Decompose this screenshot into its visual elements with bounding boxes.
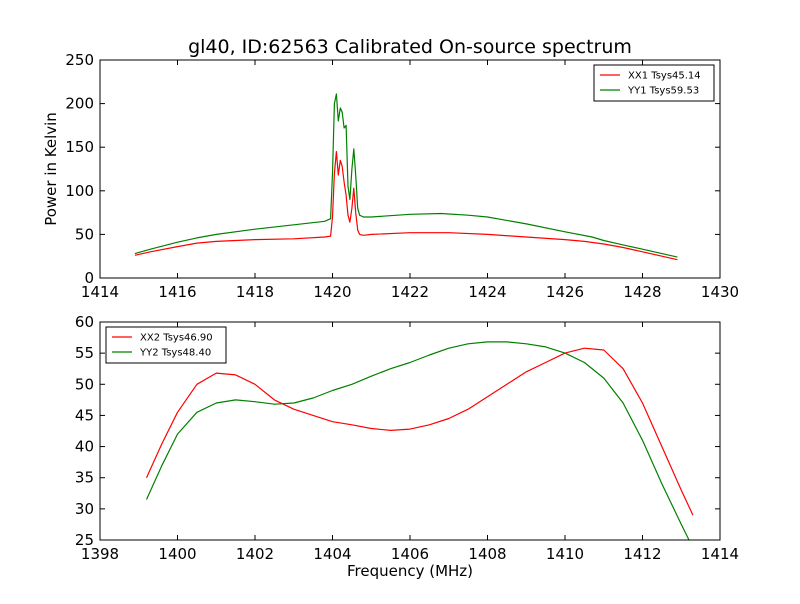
top-plot-panel: 1414 1416 1418 1420 1422 1424 1426 1428 1430 0 50 1… bbox=[42, 51, 739, 301]
top-legend-box bbox=[593, 64, 715, 102]
bottom-ytick-label: 30 bbox=[75, 500, 94, 518]
top-xtick-label: 1426 bbox=[546, 283, 584, 301]
top-ytick-label: 100 bbox=[65, 182, 94, 200]
top-ytick-label: 0 bbox=[84, 269, 94, 287]
bottom-ytick-label: 35 bbox=[75, 469, 94, 487]
bottom-xtick-label: 1400 bbox=[158, 545, 196, 563]
bottom-ytick-label: 60 bbox=[75, 313, 94, 331]
bottom-xtick-label: 1404 bbox=[313, 545, 351, 563]
bottom-plot-panel: 1398 1400 1402 1404 1406 1408 1410 1412 1414 25 30… bbox=[75, 313, 739, 580]
bottom-legend-box bbox=[105, 326, 227, 364]
top-ytick-label: 150 bbox=[65, 138, 94, 156]
bottom-xtick-label: 1406 bbox=[391, 545, 429, 563]
top-plot-ylabel: Power in Kelvin bbox=[42, 112, 60, 226]
top-legend-label-2: YY1 Tsys59.53 bbox=[627, 86, 699, 97]
bottom-xtick-label: 1402 bbox=[236, 545, 274, 563]
top-legend-label-1: XX1 Tsys45.14 bbox=[628, 71, 701, 82]
bottom-xtick-label: 1410 bbox=[546, 545, 584, 563]
bottom-xtick-label: 1408 bbox=[468, 545, 506, 563]
bottom-xtick-label: 1412 bbox=[623, 545, 661, 563]
top-xtick-label: 1424 bbox=[468, 283, 506, 301]
bottom-plot-xlabel: Frequency (MHz) bbox=[347, 562, 473, 580]
top-ytick-label: 250 bbox=[65, 51, 94, 69]
top-xtick-label: 1430 bbox=[701, 283, 739, 301]
bottom-xtick-label: 1414 bbox=[701, 545, 739, 563]
top-ytick-label: 50 bbox=[75, 225, 94, 243]
bottom-ytick-label: 25 bbox=[75, 531, 94, 549]
bottom-xtick-label: 1398 bbox=[81, 545, 119, 563]
bottom-ytick-label: 40 bbox=[75, 438, 94, 456]
bottom-ytick-label: 50 bbox=[75, 375, 94, 393]
top-xtick-label: 1414 bbox=[81, 283, 119, 301]
bottom-series-line-2 bbox=[145, 341, 690, 541]
top-series-line-2 bbox=[134, 93, 678, 258]
bottom-ytick-label: 55 bbox=[75, 344, 94, 362]
top-xtick-label: 1422 bbox=[391, 283, 429, 301]
bottom-series-line-1 bbox=[145, 347, 694, 516]
top-xtick-label: 1420 bbox=[313, 283, 351, 301]
top-xtick-label: 1416 bbox=[158, 283, 196, 301]
top-series-line-1 bbox=[134, 151, 678, 261]
top-ytick-label: 200 bbox=[65, 95, 94, 113]
top-xtick-label: 1418 bbox=[236, 283, 274, 301]
bottom-legend-label-1: XX2 Tsys46.90 bbox=[140, 333, 213, 344]
bottom-legend-label-2: YY2 Tsys48.40 bbox=[139, 348, 211, 359]
bottom-ytick-label: 45 bbox=[75, 406, 94, 424]
top-xtick-label: 1428 bbox=[623, 283, 661, 301]
chart-title: gl40, ID:62563 Calibrated On-source spec… bbox=[188, 36, 632, 58]
